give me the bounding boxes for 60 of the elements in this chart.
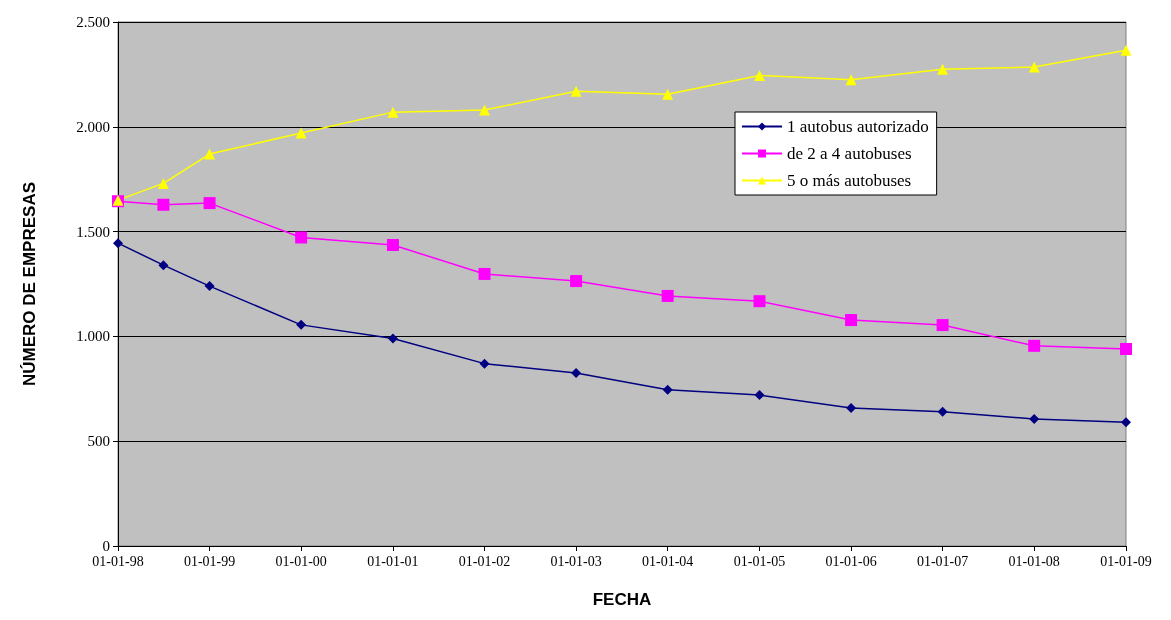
point: [937, 406, 948, 417]
point: [203, 197, 216, 210]
x-tick-label: 01-01-09: [1100, 553, 1152, 569]
point: [662, 88, 674, 100]
y-tick-label: 1.000: [76, 328, 110, 345]
y-tick-label: 1.500: [76, 223, 110, 240]
point: [113, 238, 123, 249]
y-tick-label: 500: [87, 433, 110, 450]
point: [845, 74, 857, 86]
point: [157, 177, 169, 189]
y-axis-title: NÚMERO DE EMPRESAS: [20, 181, 39, 387]
point: [753, 295, 766, 308]
point: [158, 260, 169, 271]
x-tick-label: 01-01-07: [916, 553, 969, 569]
x-tick-label: 01-01-00: [275, 553, 327, 569]
point: [661, 289, 674, 302]
point: [754, 390, 765, 401]
point: [1120, 44, 1132, 56]
point: [204, 148, 216, 160]
y-tick-label: 2.000: [76, 118, 110, 135]
point: [846, 403, 857, 414]
point: [937, 63, 949, 75]
legend-label: de 2 a 4 autobuses: [787, 144, 912, 163]
x-tick-label: 01-01-08: [1008, 553, 1060, 569]
x-tick-label: 01-01-01: [367, 553, 419, 569]
x-axis-title: FECHA: [592, 590, 652, 609]
point: [479, 358, 490, 369]
point: [845, 314, 858, 327]
point: [295, 231, 308, 244]
point: [387, 106, 399, 118]
point: [1029, 413, 1040, 424]
x-tick-label: 01-01-98: [92, 553, 144, 569]
point: [479, 104, 491, 116]
point: [571, 368, 582, 379]
point: [295, 127, 307, 139]
point: [662, 384, 673, 395]
legend-label: 5 o más autobuses: [787, 171, 912, 190]
point: [936, 319, 949, 332]
y-tick-label: 0: [102, 538, 110, 554]
legend-label: 1 autobus autorizado: [787, 117, 929, 136]
x-tick-label: 01-01-04: [641, 553, 694, 569]
x-tick-label: 01-01-99: [183, 553, 236, 569]
point: [1121, 417, 1131, 428]
x-tick-label: 01-01-05: [733, 553, 786, 569]
point: [570, 275, 583, 288]
point: [204, 281, 215, 292]
point: [1028, 339, 1041, 352]
point: [1120, 342, 1132, 355]
point: [478, 267, 491, 280]
point: [387, 333, 398, 344]
point: [570, 85, 582, 97]
point: [157, 198, 170, 211]
point: [1028, 61, 1040, 73]
x-tick-label: 01-01-02: [458, 553, 511, 569]
y-tick-label: 2.500: [76, 14, 110, 30]
x-tick-label: 01-01-06: [825, 553, 877, 569]
point: [753, 69, 765, 81]
x-tick-label: 01-01-03: [550, 553, 602, 569]
point: [386, 239, 399, 252]
point: [296, 319, 307, 330]
